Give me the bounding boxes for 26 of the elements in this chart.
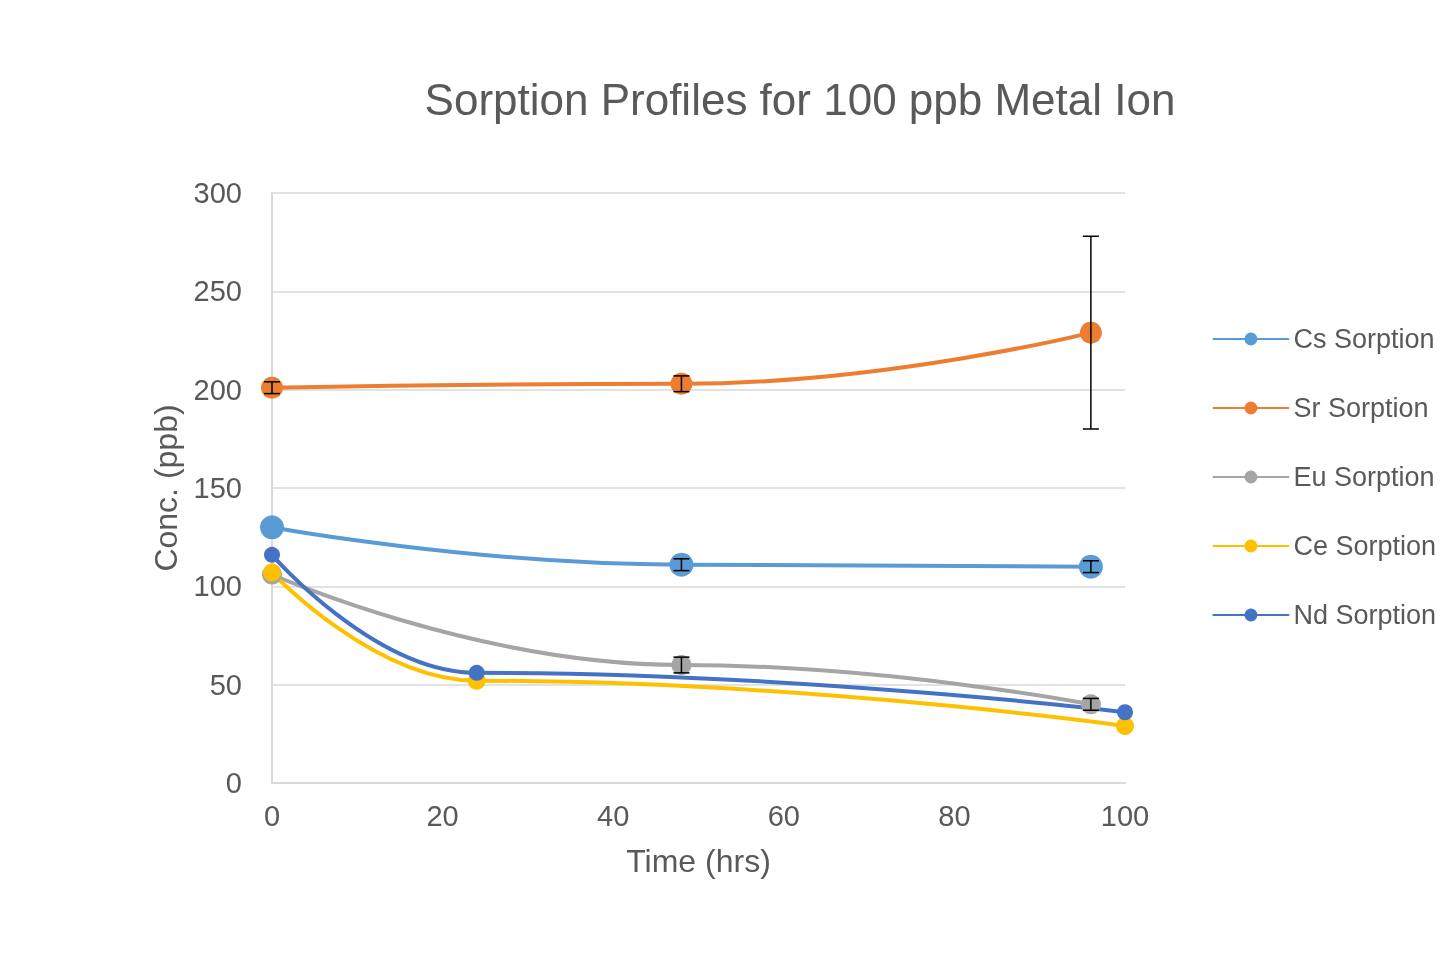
x-tick-label: 40 <box>597 799 630 832</box>
y-tick-label: 0 <box>225 767 242 799</box>
y-axis-title: Conc. (ppb) <box>148 404 184 572</box>
legend-label: Cs Sorption <box>1293 324 1435 354</box>
x-tick-label: 60 <box>767 799 800 832</box>
y-tick-label: 300 <box>193 177 242 209</box>
x-axis-title: Time (hrs) <box>626 843 771 879</box>
x-tick-label: 80 <box>938 799 971 832</box>
point <box>1117 704 1133 721</box>
chart-title: Sorption Profiles for 100 ppb Metal Ion <box>424 74 1176 124</box>
x-tick-label: 20 <box>426 799 459 832</box>
legend-label: Sr Sorption <box>1293 393 1429 423</box>
point <box>1116 716 1134 735</box>
legend-label: Eu Sorption <box>1293 462 1435 492</box>
y-tick-label: 200 <box>193 373 242 406</box>
y-tick-label: 50 <box>209 668 242 701</box>
y-tick-label: 100 <box>193 570 242 603</box>
point <box>260 515 284 540</box>
point <box>264 546 280 563</box>
y-tick-label: 150 <box>193 472 242 504</box>
x-tick-label: 100 <box>1100 799 1150 832</box>
y-tick-label: 250 <box>193 275 242 308</box>
x-tick-label: 0 <box>263 799 281 832</box>
point <box>468 664 485 681</box>
legend-label: Nd Sorption <box>1293 600 1437 630</box>
legend-label: Ce Sorption <box>1293 531 1437 561</box>
